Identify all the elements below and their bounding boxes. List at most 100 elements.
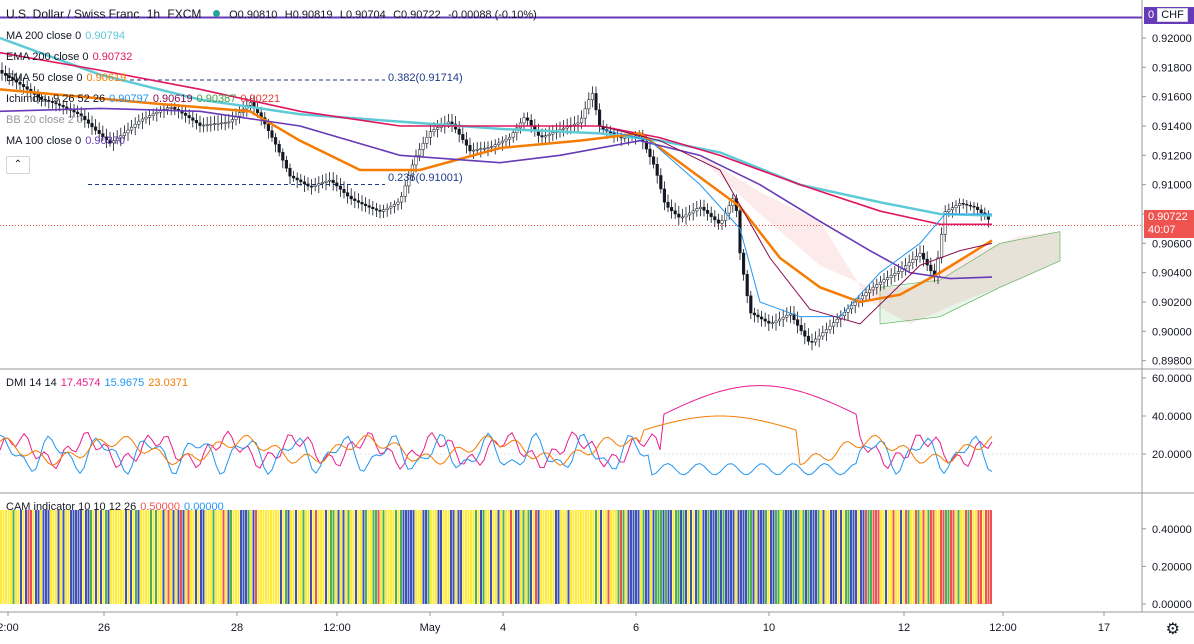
- gear-icon[interactable]: ⚙: [1165, 621, 1180, 638]
- cam-bar: [832, 510, 835, 604]
- cam-bar: [222, 510, 225, 604]
- cam-bar: [450, 510, 452, 604]
- candle-body: [187, 115, 191, 119]
- legend-ema50[interactable]: EMA 50 close 0 0.90619: [6, 72, 126, 84]
- cam-bar: [862, 510, 865, 604]
- cam-bar: [282, 510, 285, 604]
- cam-bar: [380, 510, 382, 604]
- cam-bar: [662, 510, 665, 604]
- cam-bar: [150, 510, 152, 604]
- cam-bar: [262, 510, 265, 604]
- cam-bar: [447, 510, 450, 604]
- candle-body: [360, 202, 364, 205]
- cam-bar: [942, 510, 945, 604]
- chevron-up-icon: ⌃: [13, 159, 23, 170]
- cam-bar: [415, 510, 417, 604]
- cam-bar: [775, 510, 777, 604]
- candle-body: [976, 206, 980, 210]
- candle-body: [522, 117, 526, 124]
- cam-bar: [860, 510, 862, 604]
- cam-bar: [340, 510, 342, 604]
- ichimoku-conversion-line: [599, 128, 992, 318]
- cam-bar: [497, 510, 500, 604]
- cam-bar: [622, 510, 625, 604]
- cam-bar: [637, 510, 640, 604]
- candle-body: [104, 136, 108, 141]
- legend-bb[interactable]: BB 20 close 2 0: [6, 114, 83, 126]
- cam-bar: [35, 510, 37, 604]
- candle-body: [90, 123, 94, 128]
- cam-bar: [475, 510, 477, 604]
- candle-body: [202, 124, 206, 127]
- cam-bar: [532, 510, 535, 604]
- candle-body: [803, 330, 807, 337]
- cam-bar: [180, 510, 182, 604]
- candle-body: [587, 99, 591, 110]
- candle-body: [684, 214, 688, 218]
- cam-bar: [337, 510, 340, 604]
- candle-body: [65, 106, 69, 109]
- cam-bar: [512, 510, 515, 604]
- top-price-prefix: 0: [1148, 9, 1155, 21]
- cam-bar: [802, 510, 805, 604]
- candle-body: [562, 127, 566, 130]
- cam-bar: [875, 510, 877, 604]
- cam-legend[interactable]: CAM indicator 10 10 12 26 0.50000 0.00000: [6, 501, 224, 513]
- cam-bar: [185, 510, 187, 604]
- candle-body: [205, 124, 209, 126]
- legend-ichimoku[interactable]: Ichimoku 9 26 52 26 0.90797 0.90619 0.90387…: [6, 93, 280, 105]
- cam-bar: [480, 510, 482, 604]
- candle-body: [767, 320, 771, 324]
- candle-body: [356, 200, 360, 203]
- symbol-name[interactable]: U.S. Dollar / Swiss Franc: [6, 7, 140, 21]
- legend-ma200[interactable]: MA 200 close 0 0.90794: [6, 30, 125, 42]
- cam-bar: [770, 510, 772, 604]
- candle-body: [832, 322, 836, 327]
- dmi-legend[interactable]: DMI 14 14 17.4574 15.9675 23.0371: [6, 377, 188, 389]
- candle-body: [7, 75, 11, 78]
- cam-bar: [410, 510, 412, 604]
- fib-label-236: 0.236(0.91001): [388, 172, 463, 184]
- cam-bar: [972, 510, 975, 604]
- cam-bar: [575, 510, 577, 604]
- candle-body: [482, 147, 486, 150]
- dmi-label: DMI 14 14: [6, 377, 57, 389]
- legend-collapse-button[interactable]: ⌃: [6, 156, 30, 174]
- candle-body: [166, 107, 170, 110]
- cam-bar: [927, 510, 930, 604]
- time-tick-label: 4: [500, 622, 506, 634]
- candle-body: [691, 210, 695, 214]
- cam-bar: [115, 510, 117, 604]
- cam-bar: [347, 510, 350, 604]
- cam-bar: [947, 510, 950, 604]
- candle-body: [50, 101, 54, 103]
- cam-bar: [130, 510, 132, 604]
- low-value: L0.90704: [339, 9, 386, 21]
- cam-bar: [47, 510, 50, 604]
- cam-bar: [912, 510, 915, 604]
- candle-body: [655, 164, 659, 176]
- legend-bb-label: BB 20 close 2 0: [6, 114, 84, 126]
- ma200-line: [0, 36, 993, 217]
- legend-ma100[interactable]: MA 100 close 0 0.90370: [6, 135, 125, 147]
- candle-body: [785, 314, 789, 318]
- legend-ema200[interactable]: EMA 200 close 0 0.90732: [6, 51, 132, 63]
- symbol-header[interactable]: U.S. Dollar / Swiss Franc 1h FXCM O0.908…: [6, 7, 541, 21]
- bar-countdown: 40:07: [1148, 224, 1176, 236]
- interval-label[interactable]: 1h: [146, 7, 161, 21]
- candle-body: [288, 167, 292, 177]
- cam-bar: [900, 510, 902, 604]
- price-tick-label: 0.92000: [1152, 33, 1192, 45]
- time-tick-label: 26: [98, 622, 110, 634]
- candle-body: [144, 117, 148, 120]
- candle-body: [40, 97, 44, 100]
- cam-bar: [897, 510, 900, 604]
- cam-bar: [405, 510, 407, 604]
- candle-body: [76, 111, 80, 115]
- cam-bar: [935, 510, 937, 604]
- candle-body: [911, 259, 915, 263]
- candle-body: [464, 139, 468, 146]
- cam-bar: [315, 510, 317, 604]
- price-tick-label: 0.90000: [1152, 326, 1192, 338]
